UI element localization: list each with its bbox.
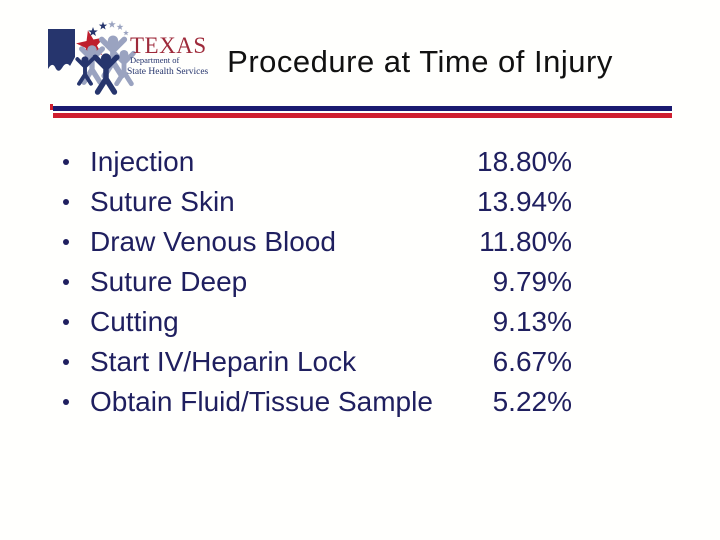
slide-title: Procedure at Time of Injury: [227, 44, 613, 79]
bullet-icon: [60, 319, 90, 325]
procedure-percentage: 9.79%: [492, 266, 572, 297]
procedure-label: Start IV/Heparin Lock: [90, 346, 357, 377]
dshs-logo-graphic: TEXAS Department of State Health Service…: [48, 20, 209, 94]
divider-red-bar: [53, 113, 672, 118]
logo-dept-text: Department of: [130, 55, 179, 65]
procedure-percentage: 11.80%: [479, 226, 572, 257]
list-item: Start IV/Heparin Lock 6.67%: [60, 342, 572, 382]
procedure-label: Suture Skin: [90, 186, 235, 217]
procedure-percentage: 13.94%: [477, 186, 572, 217]
list-item: Suture Deep 9.79%: [60, 262, 572, 302]
texas-flag-shape: [48, 29, 75, 71]
procedure-percentage: 6.67%: [492, 346, 572, 377]
procedure-label: Obtain Fluid/Tissue Sample: [90, 386, 433, 417]
list-item: Cutting 9.13%: [60, 302, 572, 342]
list-item: Suture Skin 13.94%: [60, 182, 572, 222]
bullet-icon: [60, 279, 90, 285]
bullet-icon: [60, 359, 90, 365]
procedure-percentage: 9.13%: [492, 306, 572, 337]
list-item: Obtain Fluid/Tissue Sample 5.22%: [60, 382, 572, 422]
divider-notch: [50, 104, 53, 110]
list-item: Draw Venous Blood 11.80%: [60, 222, 572, 262]
dshs-logo: TEXAS Department of State Health Service…: [46, 20, 209, 94]
procedure-percentage: 5.22%: [492, 386, 572, 417]
procedure-label: Suture Deep: [90, 266, 248, 297]
logo-brand-text: TEXAS: [130, 33, 207, 58]
divider-navy-bar: [53, 106, 672, 111]
divider-rule: [50, 104, 672, 118]
bullet-icon: [60, 159, 90, 165]
procedure-label: Injection: [90, 146, 195, 177]
small-stars-icon: [88, 20, 129, 37]
list-item: Injection 18.80%: [60, 142, 572, 182]
bullet-icon: [60, 199, 90, 205]
bullet-icon: [60, 399, 90, 405]
procedure-percentage: 18.80%: [477, 146, 572, 177]
bullet-icon: [60, 239, 90, 245]
procedure-list: Injection 18.80% Suture Skin 13.94% Draw Ven…: [60, 142, 572, 422]
logo-services-text: State Health Services: [127, 67, 209, 77]
procedure-label: Cutting: [90, 306, 179, 337]
procedure-label: Draw Venous Blood: [90, 226, 336, 257]
